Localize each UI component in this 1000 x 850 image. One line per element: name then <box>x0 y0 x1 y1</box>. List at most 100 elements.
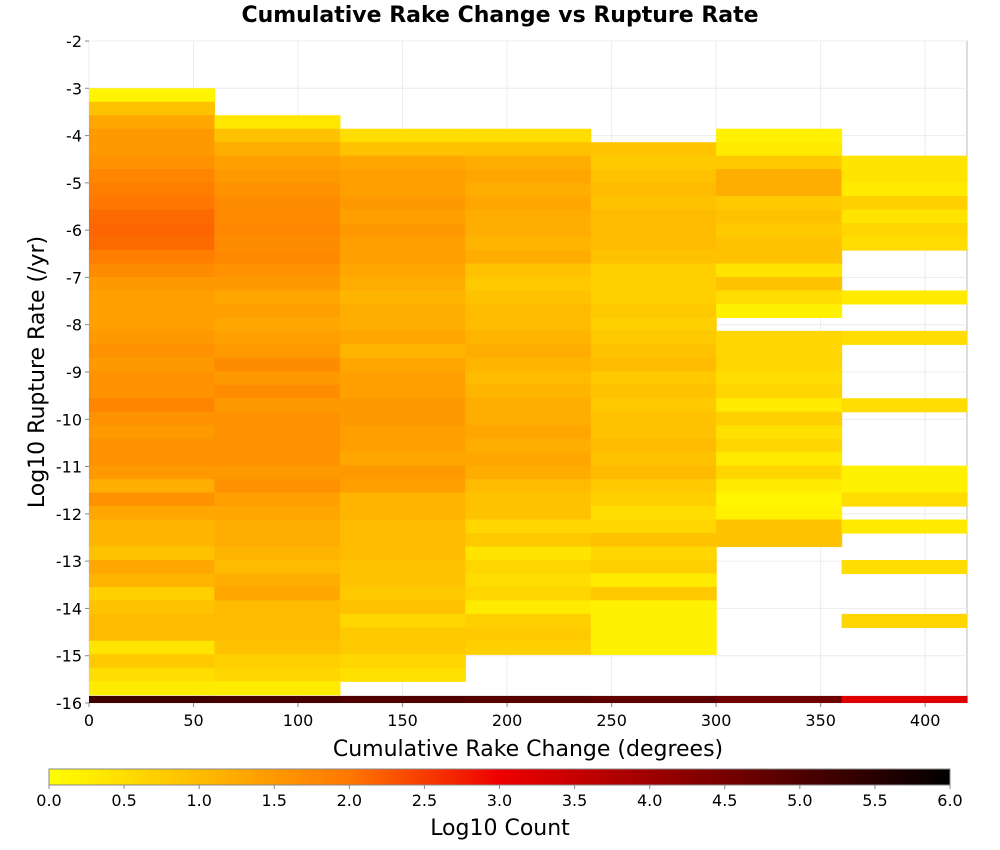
heatmap-cell <box>590 398 717 413</box>
heatmap-cell <box>89 492 216 507</box>
heatmap-cell <box>214 425 341 440</box>
heatmap-cell <box>339 250 466 265</box>
heatmap-cell <box>590 196 717 211</box>
heatmap-cell <box>339 236 466 251</box>
heatmap-cell <box>716 250 843 265</box>
heatmap-cell <box>339 492 466 507</box>
heatmap-cell <box>841 695 968 703</box>
heatmap-cell <box>214 600 341 615</box>
heatmap-cell <box>716 479 843 494</box>
heatmap-cell <box>465 559 592 575</box>
heatmap-cell <box>214 344 341 359</box>
heatmap-cell <box>339 223 466 238</box>
heatmap-cell <box>590 155 717 170</box>
heatmap-cell <box>339 357 466 372</box>
colorbar-tick-label: 2.0 <box>337 791 362 810</box>
heatmap-cell <box>214 128 341 143</box>
heatmap-cell <box>89 613 216 628</box>
heatmap-cell <box>339 546 466 561</box>
heatmap-cell <box>716 223 843 238</box>
colorbar-tick-label: 2.5 <box>412 791 437 810</box>
heatmap-cell <box>465 344 592 359</box>
heatmap-cell <box>716 384 843 399</box>
heatmap-cell <box>590 465 717 480</box>
heatmap-cell <box>89 640 216 655</box>
chart-title: Cumulative Rake Change vs Rupture Rate <box>241 3 758 28</box>
y-axis-label: Log10 Rupture Rate (/yr) <box>25 236 50 508</box>
heatmap-cell <box>716 182 843 197</box>
heatmap-cell <box>465 142 592 157</box>
heatmap-cell <box>716 155 843 170</box>
heatmap-cell <box>89 398 216 413</box>
heatmap-cell <box>339 600 466 615</box>
heatmap-cell <box>89 627 216 642</box>
heatmap-cell <box>214 317 341 332</box>
heatmap-cell <box>590 182 717 197</box>
heatmap-cell <box>214 586 341 601</box>
heatmap-cell <box>214 479 341 494</box>
heatmap-cell <box>339 317 466 332</box>
x-tick-label: 400 <box>910 711 941 730</box>
heatmap-cell <box>339 452 466 467</box>
x-axis-label: Cumulative Rake Change (degrees) <box>333 737 723 762</box>
colorbar-tick-label: 1.5 <box>262 791 287 810</box>
heatmap-cell <box>716 128 843 143</box>
heatmap-cell <box>465 627 592 642</box>
heatmap-cell <box>716 344 843 359</box>
heatmap-cell <box>716 492 843 507</box>
heatmap-cell <box>214 330 341 345</box>
heatmap-cell <box>339 169 466 184</box>
heatmap-cell <box>89 465 216 480</box>
heatmap-cell <box>465 519 592 534</box>
heatmap-cell <box>716 438 843 453</box>
y-tick-label: -16 <box>56 694 82 713</box>
heatmap-cell <box>716 695 843 703</box>
heatmap-cell <box>214 250 341 265</box>
heatmap-cell <box>214 411 341 426</box>
x-tick-label: 300 <box>701 711 732 730</box>
heatmap-cell <box>590 209 717 224</box>
heatmap-cell <box>214 438 341 453</box>
heatmap-cell <box>465 492 592 507</box>
heatmap-cell <box>465 546 592 561</box>
colorbar-tick-label: 1.0 <box>186 791 211 810</box>
heatmap-cell <box>339 613 466 628</box>
heatmap-cell <box>214 452 341 467</box>
heatmap-cell <box>339 398 466 413</box>
heatmap-cell <box>590 479 717 494</box>
y-tick-label: -10 <box>56 410 82 429</box>
heatmap-cell <box>841 223 968 238</box>
heatmap-cell <box>465 384 592 399</box>
heatmap-cell <box>89 546 216 561</box>
colorbar-tick-label: 4.5 <box>712 791 737 810</box>
heatmap-cell <box>89 695 216 703</box>
heatmap-cell <box>339 640 466 655</box>
heatmap-cell <box>214 209 341 224</box>
heatmap-cell <box>590 384 717 399</box>
heatmap-cell <box>841 465 968 480</box>
heatmap-cell <box>339 465 466 480</box>
heatmap-cell <box>465 263 592 278</box>
colorbar-tick-label: 3.0 <box>487 791 512 810</box>
heatmap-cell <box>214 290 341 305</box>
heatmap-cell <box>465 452 592 467</box>
heatmap-cell <box>716 196 843 211</box>
heatmap-cell <box>89 142 216 157</box>
heatmap-cell <box>465 357 592 372</box>
heatmap-cell <box>214 169 341 184</box>
heatmap-cell <box>89 667 216 682</box>
heatmap-cell <box>339 695 466 703</box>
heatmap-cell <box>89 384 216 399</box>
heatmap-cell <box>89 600 216 615</box>
heatmap-cell <box>716 263 843 278</box>
heatmap-cell <box>465 303 592 318</box>
heatmap-cell <box>590 142 717 157</box>
heatmap-cell <box>465 276 592 292</box>
heatmap-cell <box>590 330 717 345</box>
heatmap-cell <box>590 317 717 332</box>
x-tick-label: 150 <box>387 711 418 730</box>
heatmap-cell <box>465 169 592 184</box>
heatmap-cell <box>89 438 216 453</box>
heatmap-cell <box>841 169 968 184</box>
heatmap-cell <box>339 506 466 521</box>
